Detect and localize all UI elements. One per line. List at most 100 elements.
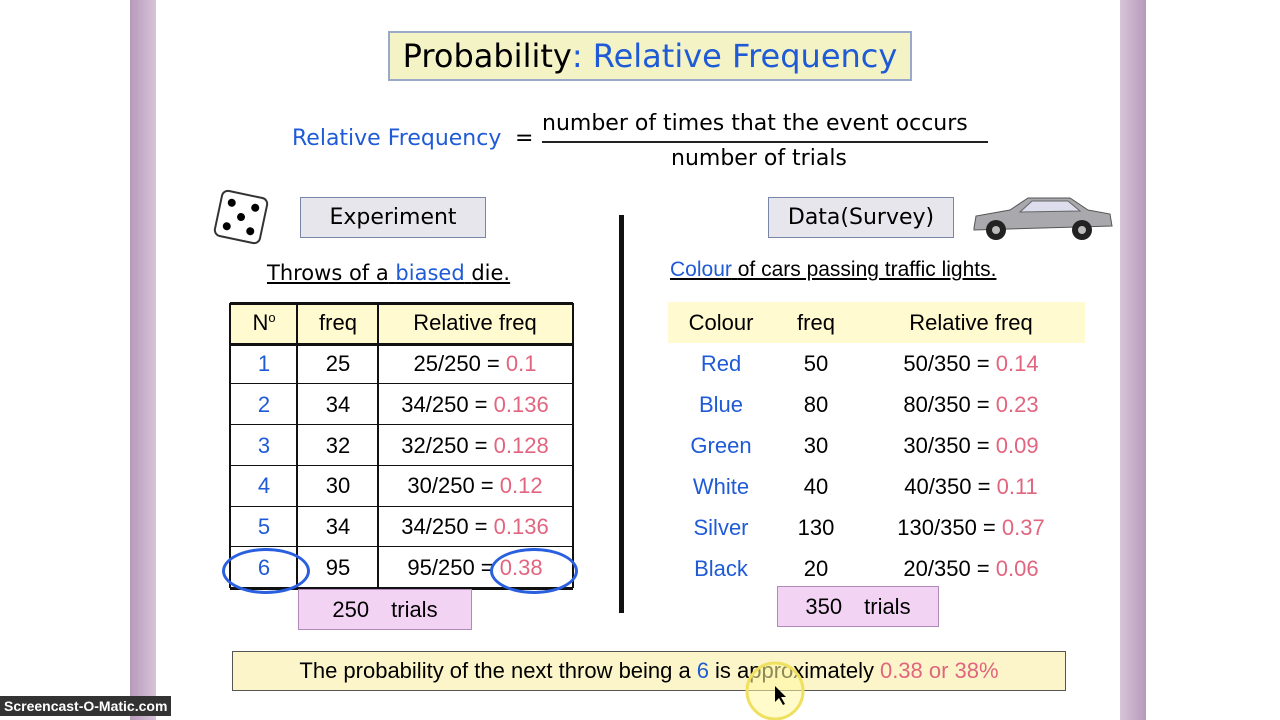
relative-cell: 25/250 = 0.1: [414, 351, 537, 377]
relative-cell: 20/350 = 0.06: [903, 556, 1038, 582]
freq-cell: 30: [803, 433, 829, 458]
freq-cell: 20: [803, 556, 829, 581]
result: 0.1: [505, 351, 537, 377]
header-cell: Relative freq: [413, 310, 537, 336]
header-sup: o: [268, 310, 276, 326]
caption-text: Throws of a: [267, 261, 389, 285]
conclusion-answer: 0.38 or 38%: [879, 658, 999, 683]
experiment-label: Experiment: [300, 197, 486, 238]
relative-cell: 30/250 = 0.12: [407, 473, 542, 499]
table-line: [230, 464, 573, 466]
car-icon: [973, 197, 1113, 240]
formula-equals: =: [515, 126, 534, 151]
total-unit: trials: [391, 596, 438, 622]
result: 0.14: [995, 351, 1039, 376]
freq-cell: 80: [803, 392, 829, 417]
highlight-ring: [222, 548, 310, 594]
fraction: 32/250 =: [401, 432, 488, 458]
fraction: 34/250 =: [401, 391, 488, 417]
experiment-caption: Throws of a biased die.: [267, 261, 510, 285]
result: 0.23: [995, 392, 1039, 417]
formula-lhs: Relative Frequency: [292, 126, 502, 151]
freq-cell: 34: [325, 391, 351, 417]
total-count: 250: [332, 596, 370, 622]
survey-total: 350 trials: [777, 586, 939, 627]
freq-cell: 40: [803, 474, 829, 499]
fraction: 130/350 =: [897, 515, 996, 540]
table-line: [230, 587, 573, 590]
fraction: 30/350 =: [903, 433, 990, 458]
title: Probability: Relative Frequency: [388, 31, 912, 81]
result: 0.09: [995, 433, 1039, 458]
header-cell: Colour: [688, 310, 754, 335]
table-line: [230, 383, 573, 385]
header-cell: No: [252, 310, 275, 336]
survey-table: Colour freq Relative freq Red 50 50/350 = 0.1…: [668, 302, 1085, 592]
total-unit: trials: [864, 593, 911, 619]
relative-cell: 130/350 = 0.37: [897, 515, 1044, 541]
header-band: [668, 302, 1085, 343]
fraction: 95/250 =: [407, 554, 494, 580]
experiment-total: 250 trials: [298, 589, 472, 630]
freq-cell: 50: [803, 351, 829, 376]
slide-border: [1120, 0, 1146, 720]
table-line: [230, 505, 573, 507]
relative-cell: 40/350 = 0.11: [904, 474, 1038, 500]
fraction: 80/350 =: [903, 392, 990, 417]
number-cell: 3: [257, 432, 271, 458]
caption-highlight: Colour: [670, 258, 732, 281]
conclusion-text: The probability of the next throw being …: [299, 658, 691, 683]
header-cell: Relative freq: [909, 310, 1033, 335]
result: 0.12: [499, 473, 543, 499]
fraction: 34/250 =: [401, 513, 488, 539]
freq-cell: 130: [797, 515, 835, 540]
conclusion-number: 6: [696, 658, 709, 683]
header-text: N: [252, 310, 269, 336]
caption-text: die.: [471, 261, 511, 285]
fraction: 25/250 =: [413, 351, 500, 377]
result: 0.06: [995, 556, 1039, 581]
relative-cell: 30/350 = 0.09: [903, 433, 1038, 459]
result: 0.37: [1001, 515, 1045, 540]
conclusion: The probability of the next throw being …: [232, 651, 1066, 691]
watermark: Screencast-O-Matic.com: [0, 696, 172, 716]
table-line: [377, 303, 379, 588]
fraction: 30/250 =: [407, 473, 494, 499]
header-cell: freq: [797, 310, 835, 335]
freq-cell: 25: [325, 351, 351, 377]
table-line: [296, 303, 298, 588]
result: 0.136: [493, 391, 549, 417]
number-cell: 4: [257, 473, 271, 499]
formula-numerator: number of times that the event occurs: [542, 111, 968, 136]
number-cell: 5: [257, 513, 271, 539]
relative-cell: 32/250 = 0.128: [401, 433, 548, 459]
table-line: [230, 342, 573, 346]
table-line: [230, 302, 573, 305]
caption-highlight: biased: [395, 261, 465, 285]
table-line: [229, 303, 231, 588]
colour-cell: Red: [700, 351, 742, 376]
relative-cell: 34/250 = 0.136: [401, 514, 548, 540]
divider: [619, 215, 624, 613]
colour-cell: Green: [690, 433, 752, 458]
experiment-table: No freq Relative freq 1 25 25/250 = 0.1 2 34 34/…: [222, 302, 578, 594]
formula-denominator: number of trials: [671, 146, 847, 171]
relative-cell: 80/350 = 0.23: [903, 392, 1038, 418]
fraction-bar: [542, 141, 988, 143]
highlight-ring: [490, 548, 578, 594]
table-line: [572, 303, 574, 588]
freq-cell: 34: [325, 513, 351, 539]
header-cell: freq: [319, 310, 357, 336]
relative-cell: 50/350 = 0.14: [903, 351, 1038, 377]
slide-border: [130, 0, 156, 720]
cursor-highlight: [745, 661, 805, 720]
fraction: 40/350 =: [904, 474, 991, 499]
result: 0.11: [996, 474, 1038, 499]
fraction: 50/350 =: [903, 351, 990, 376]
fraction: 20/350 =: [903, 556, 990, 581]
colour-cell: Black: [694, 556, 748, 581]
colour-cell: Silver: [693, 515, 749, 540]
number-cell: 1: [257, 351, 271, 377]
survey-label: Data(Survey): [768, 197, 954, 238]
